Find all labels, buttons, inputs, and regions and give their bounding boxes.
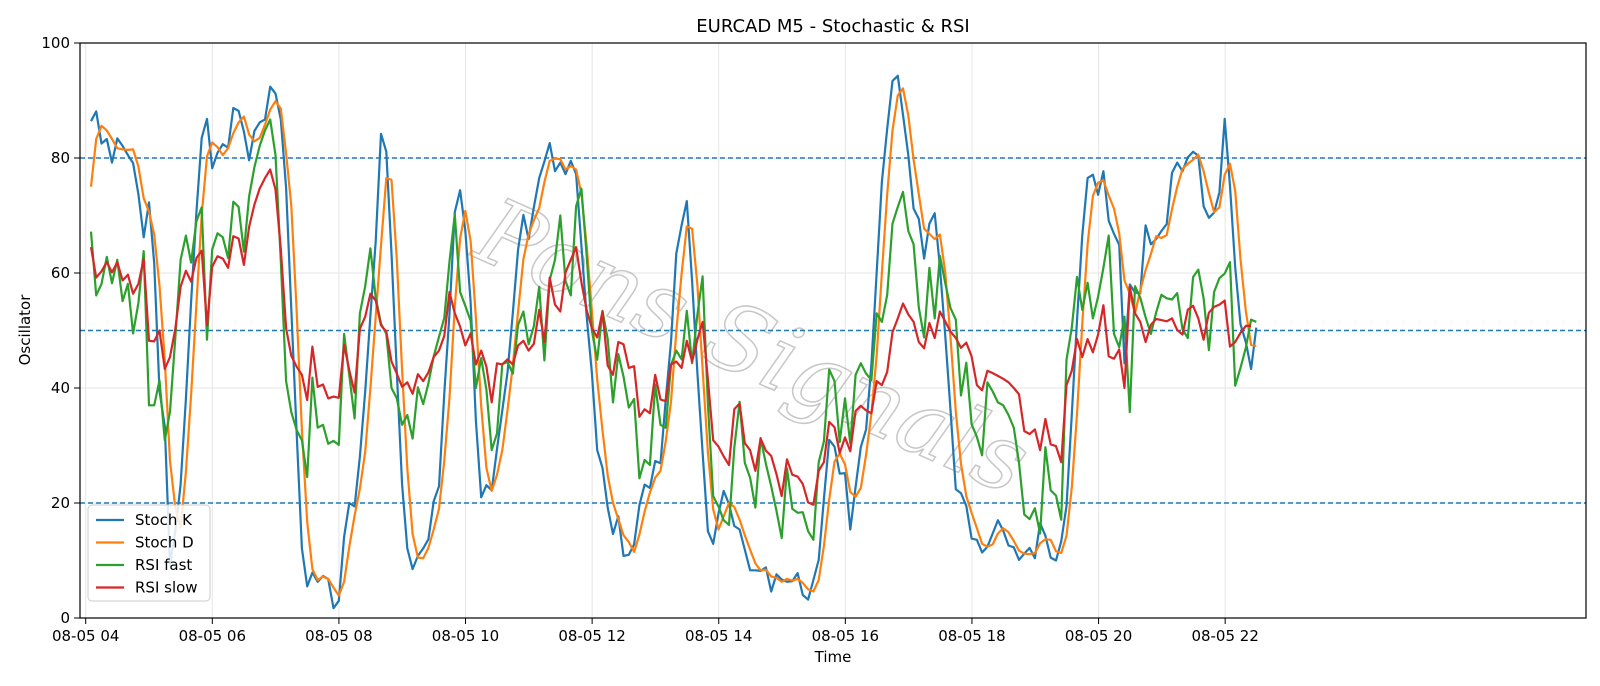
x-tick-label: 08-05 16 bbox=[812, 627, 879, 645]
y-tick-label: 0 bbox=[60, 609, 70, 627]
x-axis: 08-05 04 08-05 06 08-05 08 08-05 10 08-05 12… bbox=[52, 618, 1259, 645]
x-tick-label: 08-05 06 bbox=[179, 627, 246, 645]
legend-label: RSI fast bbox=[135, 556, 192, 574]
y-axis-title: Oscillator bbox=[16, 294, 34, 366]
x-tick-label: 08-05 14 bbox=[685, 627, 752, 645]
series-line-rsi-fast bbox=[89, 118, 1257, 541]
y-tick-label: 100 bbox=[41, 34, 70, 52]
series-line-rsi-slow bbox=[89, 168, 1252, 506]
x-tick-label: 08-05 04 bbox=[52, 627, 119, 645]
series-line-stoch-d bbox=[89, 87, 1257, 597]
x-tick-label: 08-05 22 bbox=[1191, 627, 1258, 645]
reference-lines bbox=[80, 157, 1586, 504]
series-line-stoch-k bbox=[90, 74, 1258, 610]
y-axis: 0 20 40 60 80 100 bbox=[41, 34, 80, 627]
y-tick-label: 60 bbox=[51, 264, 70, 282]
legend-box bbox=[87, 504, 211, 602]
chart-title: EURCAD M5 - Stochastic & RSI bbox=[696, 16, 969, 37]
y-tick-label: 40 bbox=[51, 379, 70, 397]
x-tick-label: 08-05 18 bbox=[938, 627, 1005, 645]
x-tick-label: 08-05 08 bbox=[305, 627, 372, 645]
x-tick-label: 08-05 10 bbox=[432, 627, 499, 645]
plot-frame bbox=[79, 42, 1587, 619]
legend-label: Stoch K bbox=[135, 511, 193, 529]
y-tick-label: 20 bbox=[51, 494, 70, 512]
x-tick-label: 08-05 20 bbox=[1065, 627, 1132, 645]
x-tick-label: 08-05 12 bbox=[558, 627, 625, 645]
legend-label: Stoch D bbox=[135, 534, 194, 552]
y-tick-label: 80 bbox=[51, 149, 70, 167]
legend-label: RSI slow bbox=[135, 579, 198, 597]
legend: Stoch K Stoch D RSI fast RSI slow bbox=[87, 504, 211, 602]
x-axis-title: Time bbox=[814, 648, 852, 666]
series-layer bbox=[89, 74, 1258, 610]
